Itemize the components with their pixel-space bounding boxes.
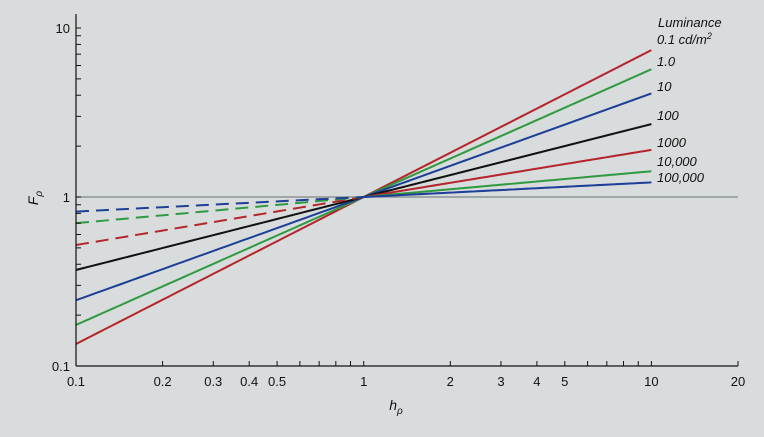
x-tick-label-8: 3 xyxy=(497,374,504,389)
y-axis-title-subscript: ρ xyxy=(34,191,45,198)
legend-title: Luminance xyxy=(658,15,722,30)
x-tick-label-1: 0.1 xyxy=(67,374,85,389)
x-axis-title-main: h xyxy=(389,397,397,413)
x-tick-label-11: 10 xyxy=(644,374,658,389)
x-tick-label-9: 4 xyxy=(533,374,540,389)
tick-label-layer: 0.1 0.2 0.3 0.4 0.5 1 2 3 4 5 10 20 0.1 1 10 xyxy=(52,21,745,389)
x-tick-label-2: 0.2 xyxy=(154,374,172,389)
series-line-6 xyxy=(75,170,652,225)
legend-label-6: 10,000 xyxy=(657,154,698,169)
y-tick-label-1: 0.1 xyxy=(52,359,70,374)
series-line-5 xyxy=(75,148,652,246)
series-line-3 xyxy=(75,92,652,302)
series-line-1 xyxy=(75,49,652,345)
legend-label-1-superscript: 2 xyxy=(706,31,712,41)
x-tick-label-12: 20 xyxy=(731,374,745,389)
legend-label-5: 1000 xyxy=(657,135,687,150)
legend-label-7: 100,000 xyxy=(657,170,705,185)
x-axis-title: hρ xyxy=(389,397,403,417)
x-tick-label-5: 0.5 xyxy=(268,374,286,389)
y-axis-title-main: F xyxy=(25,195,41,205)
y-tick-label-3: 10 xyxy=(56,21,70,36)
series-line-2 xyxy=(75,68,652,326)
x-tick-label-6: 1 xyxy=(360,374,367,389)
x-tick-label-7: 2 xyxy=(447,374,454,389)
axis-layer xyxy=(75,14,739,367)
series-line-7 xyxy=(75,181,652,213)
legend-label-1: 0.1 cd/m2 xyxy=(657,31,712,47)
y-tick-label-2: 1 xyxy=(63,190,70,205)
x-tick-label-3: 0.3 xyxy=(204,374,222,389)
y-axis-title: Fρ xyxy=(25,191,45,206)
legend-label-4: 100 xyxy=(657,108,679,123)
series-line-4 xyxy=(75,123,652,271)
x-tick-label-4: 0.4 xyxy=(240,374,258,389)
legend-label-3: 10 xyxy=(657,79,672,94)
series-layer xyxy=(75,49,652,345)
legend-label-2: 1.0 xyxy=(657,54,676,69)
x-tick-label-10: 5 xyxy=(561,374,568,389)
x-axis-title-subscript: ρ xyxy=(396,406,403,417)
